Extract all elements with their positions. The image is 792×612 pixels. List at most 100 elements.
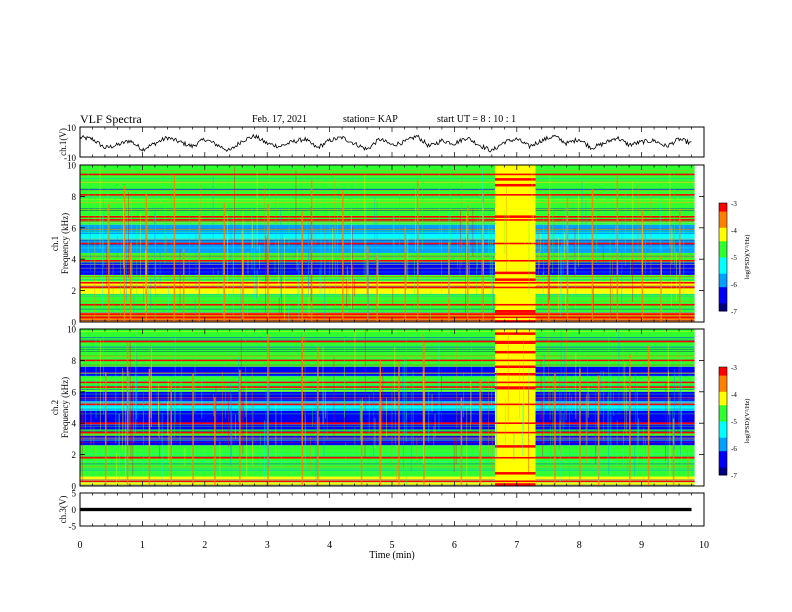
ch2-spec-texture-line [80,338,704,340]
ch1-spec-texture-line [80,279,704,280]
ch2-spec-noise [184,447,186,466]
ch3-ytick-label: 5 [72,489,77,499]
ch2-spec-texture-line [80,437,704,439]
ch1-spec-noise [351,199,352,276]
colorbar-segment [719,464,727,468]
ch1-spec-noise [296,248,298,271]
freq-tick-label: 6 [72,223,77,233]
ch2-spec-texture-line [80,430,704,432]
ch2-spec-noise [438,341,440,432]
ch1-spec-noise [320,224,322,300]
ch2-spec-texture-line [80,399,704,401]
ch1-spec-noise [565,208,567,250]
colorbar-segment [719,399,727,403]
ch2-spec-texture-line [80,354,704,355]
ch2-spec-noise [275,404,277,458]
ch2-spec-texture-line [80,346,704,348]
ch2-spec-spike [379,360,382,486]
ch1-spec-noise [488,223,489,255]
ch2-spec-noise [638,417,639,437]
ch2-spec-texture-line [80,364,704,366]
ch1-spec-noise [314,228,316,245]
ch1-spec-noise [230,218,232,263]
ch2-spec-texture-line [80,390,704,391]
ch1-spec-noise [234,166,236,244]
colorbar-segment [719,377,727,381]
ch2-spec-texture-line [80,401,704,402]
ch1-spec-noise [136,221,138,304]
ch2-spec-noise [491,429,493,474]
ch1-spec-noise [120,213,122,250]
ch1-spec-noise [669,188,671,276]
ch1-spec-texture-line [80,209,704,211]
ch1-spec-noise [209,248,211,265]
ch1-spec-noise [127,191,129,278]
ch2-spec-burst-line [494,341,536,344]
ch2-spec-noise [201,376,203,419]
ch1-spec-noise [621,221,623,305]
ch2-spec-texture-line [80,479,704,481]
ch1-spec-noise [377,253,379,308]
ch2-spec-texture-line [80,413,704,415]
ch2-spec-noise [433,426,435,472]
ch2-spec-noise [543,358,545,444]
ch2-spec-noise [569,391,570,484]
ch1-spec-spike [342,190,344,322]
ch1-spec-noise [242,210,244,279]
ch1-spec-noise [154,213,156,289]
ch2-spec-noise [481,406,482,482]
ch2-spec-burst-line [494,472,536,475]
spec-ylabel-channel: ch.2 [50,400,60,415]
ch2-spec-noise [402,364,404,424]
ch2-spec-texture-line [80,402,704,404]
ch1-spec-noise [117,236,119,258]
ch1-spec-noise [650,193,652,280]
ch2-spec-narrowband-line [80,403,704,406]
ch2-spec-spike [126,342,129,486]
ch2-spec-noise [672,408,674,444]
colorbar-frame [718,202,728,312]
ch1-spec-noise [259,245,260,270]
ch1-spec-spike [591,189,594,322]
ch2-spec-noise [542,400,544,459]
ch1-spec-noise [258,277,259,297]
ch2-spec-noise [410,379,412,472]
colorbar-segment [719,469,727,473]
ch1-spec-noise [346,279,348,307]
ch2-spec-texture-line [80,398,704,400]
colorbar-segment [719,286,727,290]
ch2-spec-texture-line [80,468,704,470]
ch2-spec-noise [607,395,609,460]
ch2-spec-noise [549,391,551,420]
ch2-spec-noise [158,402,160,437]
ch1-spec-texture-line [80,300,704,302]
ch2-spec-noise [158,383,160,427]
ch2-spec-texture-line [80,408,704,410]
ch1-spec-noise [683,222,685,303]
ch2-spec-noise [151,345,152,419]
ch2-spec-noise [560,406,562,462]
ch1-spec-noise [256,171,258,251]
ch2-spec-noise [95,333,97,419]
ch1-spec-noise [392,288,394,305]
ch1-spec-noise [405,247,407,290]
ch2-spec-noise [181,354,183,409]
ch2-spec-noise [132,383,134,476]
ch1-spec-spike [108,204,110,322]
ch1-spec-texture-line [80,233,704,235]
ch2-spec-noise [151,348,152,428]
ch2-spec-noise [597,406,599,429]
ch1-spec-noise [671,226,673,265]
ch1-spec-noise [251,207,253,271]
ch2-spec-spike [647,345,650,486]
ch2-spec-band [80,391,704,402]
ch1-spec-noise [538,250,540,269]
ch2-spec-noise [471,341,472,423]
ch1-spec-noise [148,283,150,310]
ch1-spec-noise [629,253,631,285]
ch2-spec-noise [246,386,248,478]
ch2-spec-noise [412,370,414,448]
ch2-spec-noise [562,413,564,431]
ch2-spec-noise [575,352,577,419]
colorbar-segment [719,456,727,460]
